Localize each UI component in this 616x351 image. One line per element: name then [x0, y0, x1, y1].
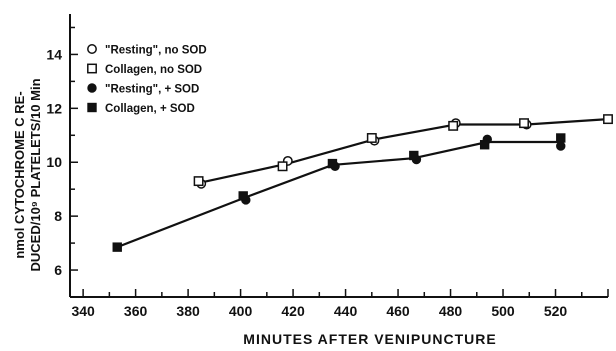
x-tick-label: 520: [544, 303, 568, 319]
legend-marker: [87, 102, 97, 113]
x-tick-label: 480: [439, 303, 463, 319]
legend-marker: [87, 83, 97, 93]
legend-label: "Resting", + SOD: [105, 84, 199, 96]
data-point-series-1: [519, 118, 529, 129]
data-point-series-3: [112, 242, 122, 252]
legend: "Resting", no SOD Collagen, no SOD "Restin…: [87, 44, 207, 115]
data-point-series-1: [448, 120, 459, 131]
legend-marker: [87, 44, 97, 54]
data-point-series-3: [556, 133, 566, 143]
data-point-series-3: [409, 150, 419, 161]
data-point-series-3: [238, 191, 248, 201]
data-point-series-3: [479, 140, 490, 150]
x-tick-label: 380: [176, 303, 200, 319]
legend-marker: [87, 63, 97, 74]
x-tick-label: 360: [124, 303, 148, 319]
x-axis-label: MINUTES AFTER VENIPUNCTURE: [243, 331, 496, 347]
y-axis-label-line2: DUCED/10⁹ PLATELETS/10 Min: [28, 78, 43, 271]
data-point-series-2: [556, 141, 566, 151]
legend-label: Collagen, + SOD: [105, 103, 195, 115]
x-tick-label: 340: [71, 303, 95, 319]
x-tick-label: 420: [281, 303, 305, 319]
y-tick-label: 10: [46, 154, 62, 170]
y-axis-label-line1: nmol CYTOCHROME C RE-: [12, 91, 27, 258]
y-tick-label: 12: [46, 100, 62, 116]
y-tick-label: 6: [54, 262, 62, 278]
data-point-series-1: [277, 161, 288, 172]
x-tick-label: 500: [491, 303, 515, 319]
axes: 6 8 10 12 14 340 360 380 400 420 440 460 480 500 520: [46, 14, 609, 319]
data-markers: [112, 114, 613, 252]
legend-label: "Resting", no SOD: [105, 45, 207, 57]
x-tick-label: 440: [334, 303, 358, 319]
trend-lines: [116, 118, 609, 249]
legend-label: Collagen, no SOD: [105, 64, 202, 76]
y-tick-label: 8: [54, 208, 62, 224]
data-point-series-3: [327, 158, 338, 169]
trend-line-lower: [116, 140, 561, 249]
data-point-series-1: [193, 176, 204, 187]
x-tick-label: 400: [229, 303, 253, 319]
trend-line-upper: [200, 118, 609, 184]
x-tick-label: 460: [386, 303, 410, 319]
data-point-series-1: [366, 133, 377, 143]
y-tick-label: 14: [46, 46, 62, 62]
data-point-series-1: [603, 114, 613, 125]
